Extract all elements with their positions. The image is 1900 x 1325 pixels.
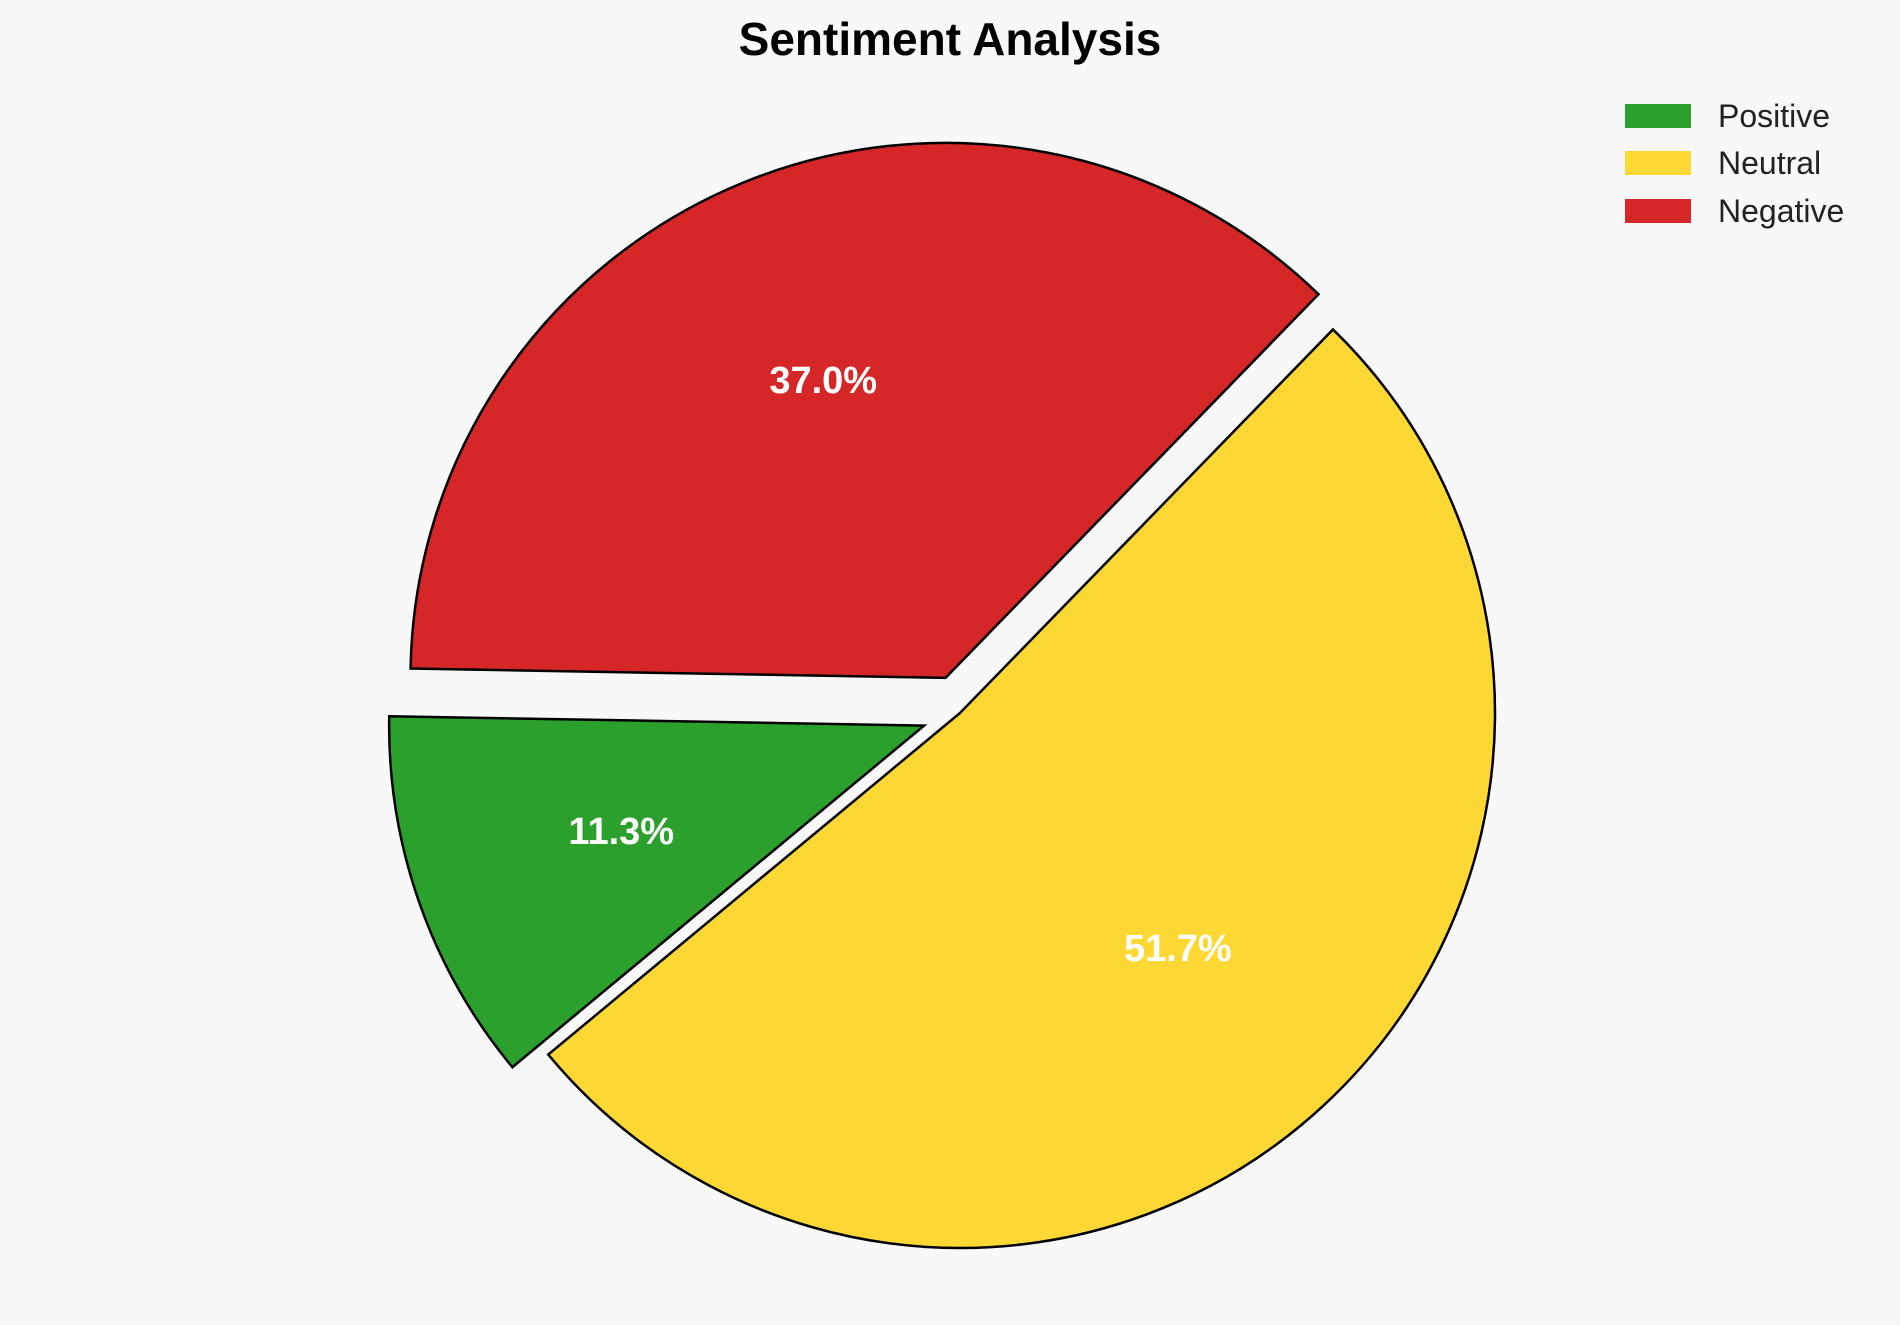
pie-labels: 11.3% 51.7% 37.0% xyxy=(568,360,1231,970)
pie-slice-positive xyxy=(387,714,928,1069)
pie-slice-neutral xyxy=(546,327,1497,1250)
legend-swatch-neutral xyxy=(1625,151,1691,175)
chart-title: Sentiment Analysis xyxy=(739,13,1162,65)
pie-label-negative: 37.0% xyxy=(769,360,877,402)
pie-label-positive: 11.3% xyxy=(568,811,674,853)
legend-label-neutral: Neutral xyxy=(1718,145,1821,181)
legend-swatch-positive xyxy=(1625,104,1691,128)
legend-label-positive: Positive xyxy=(1718,98,1830,134)
pie-label-neutral: 51.7% xyxy=(1124,928,1232,970)
pie-slices xyxy=(387,141,1497,1250)
legend: Positive Neutral Negative xyxy=(1625,98,1844,229)
legend-swatch-negative xyxy=(1625,199,1691,223)
legend-label-negative: Negative xyxy=(1718,193,1844,229)
pie-slice-negative xyxy=(409,141,1321,680)
